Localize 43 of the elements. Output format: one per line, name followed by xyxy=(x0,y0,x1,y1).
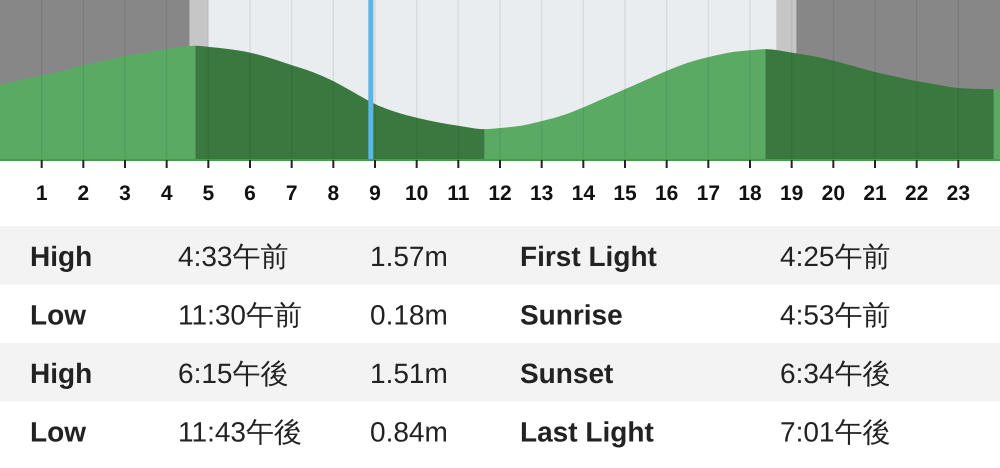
x-tick-label: 21 xyxy=(863,182,887,205)
x-tick-label: 3 xyxy=(119,182,131,205)
x-tick-label: 16 xyxy=(654,182,678,205)
text: 0.84m xyxy=(370,416,448,448)
text: Last Light xyxy=(520,416,654,448)
text: 1.57m xyxy=(370,240,448,272)
x-tick-label: 6 xyxy=(244,182,256,205)
text: 4:33午前 xyxy=(178,240,288,272)
text: First Light xyxy=(520,240,657,272)
x-tick-label: 11 xyxy=(447,182,470,205)
x-tick-label: 15 xyxy=(613,182,637,205)
text: 6:15午後 xyxy=(178,358,288,389)
x-tick-label: 7 xyxy=(286,182,298,205)
x-tick-label: 10 xyxy=(404,182,428,205)
x-tick-label: 8 xyxy=(327,182,340,205)
text: High xyxy=(30,240,92,272)
x-tick-label: 13 xyxy=(530,182,554,205)
x-tick-label: 17 xyxy=(696,182,720,205)
text: 1.51m xyxy=(370,358,448,389)
x-tick-label: 18 xyxy=(738,182,762,205)
x-tick-label: 22 xyxy=(904,182,928,205)
text: 7:01午後 xyxy=(780,416,890,448)
text: Low xyxy=(30,416,86,448)
x-tick-label: 1 xyxy=(36,182,48,205)
text: Low xyxy=(30,299,86,330)
text: Sunset xyxy=(520,358,614,389)
text: 11:30午前 xyxy=(178,299,302,330)
text: 4:53午前 xyxy=(780,299,890,330)
x-tick-label: 2 xyxy=(77,182,90,205)
x-tick-label: 20 xyxy=(822,182,846,205)
x-tick-label: 14 xyxy=(572,182,596,205)
text: 6:34午後 xyxy=(780,358,890,389)
text: 11:43午後 xyxy=(178,416,302,448)
text: 0.18m xyxy=(370,299,448,330)
x-tick-label: 4 xyxy=(160,182,173,205)
text: Sunrise xyxy=(520,299,623,330)
x-tick-label: 23 xyxy=(946,182,970,205)
x-tick-label: 5 xyxy=(202,182,214,205)
x-tick-label: 19 xyxy=(780,182,804,205)
x-tick-label: 12 xyxy=(488,182,512,205)
x-tick-label: 9 xyxy=(369,182,381,205)
text: 4:25午前 xyxy=(780,240,890,272)
text: High xyxy=(30,358,92,389)
